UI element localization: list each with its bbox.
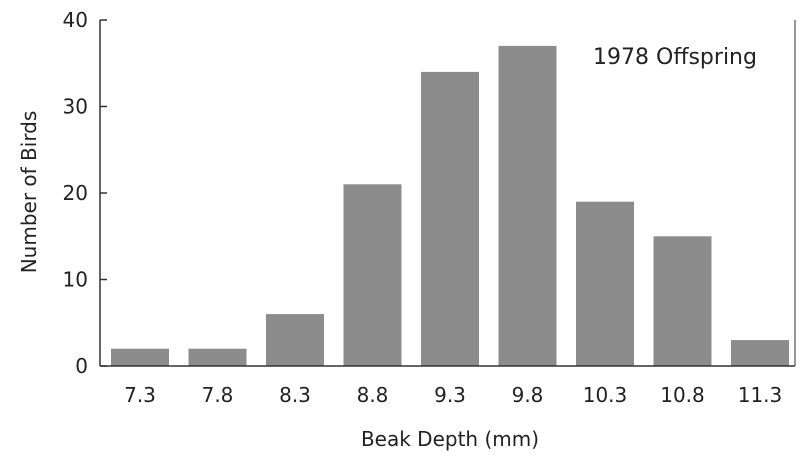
bar-7.3 xyxy=(111,348,169,366)
y-ticks-group: 0 10 20 30 40 xyxy=(63,8,107,378)
bar-10.3 xyxy=(576,201,634,366)
y-tick-label: 30 xyxy=(63,95,88,119)
bar-7.8 xyxy=(188,348,247,366)
x-tick-label: 10.8 xyxy=(660,383,705,407)
bar-8.3 xyxy=(266,314,324,366)
x-tick-label: 8.8 xyxy=(357,383,389,407)
bar-11.3 xyxy=(731,340,789,366)
y-tick-label: 20 xyxy=(63,181,88,205)
x-ticks-group: 7.3 7.8 8.3 8.8 9.3 9.8 10.3 10.8 11.3 xyxy=(124,383,782,407)
x-tick-label: 8.3 xyxy=(279,383,311,407)
y-tick-label: 40 xyxy=(63,8,88,32)
y-tick-label: 0 xyxy=(75,354,88,378)
chart-annotation: 1978 Offspring xyxy=(593,45,757,70)
bar-10.8 xyxy=(653,236,712,367)
x-tick-label: 9.3 xyxy=(434,383,466,407)
x-axis-title: Beak Depth (mm) xyxy=(361,427,539,451)
bar-8.8 xyxy=(343,184,402,366)
bar-9.8 xyxy=(498,45,557,367)
y-axis-title: Number of Birds xyxy=(17,111,41,274)
y-tick-label: 10 xyxy=(63,268,88,292)
bars-group xyxy=(111,45,789,367)
x-tick-label: 10.3 xyxy=(583,383,628,407)
x-tick-label: 7.8 xyxy=(202,383,234,407)
x-tick-label: 9.8 xyxy=(512,383,544,407)
bar-9.3 xyxy=(421,71,479,367)
x-tick-label: 11.3 xyxy=(738,383,783,407)
x-tick-label: 7.3 xyxy=(124,383,156,407)
